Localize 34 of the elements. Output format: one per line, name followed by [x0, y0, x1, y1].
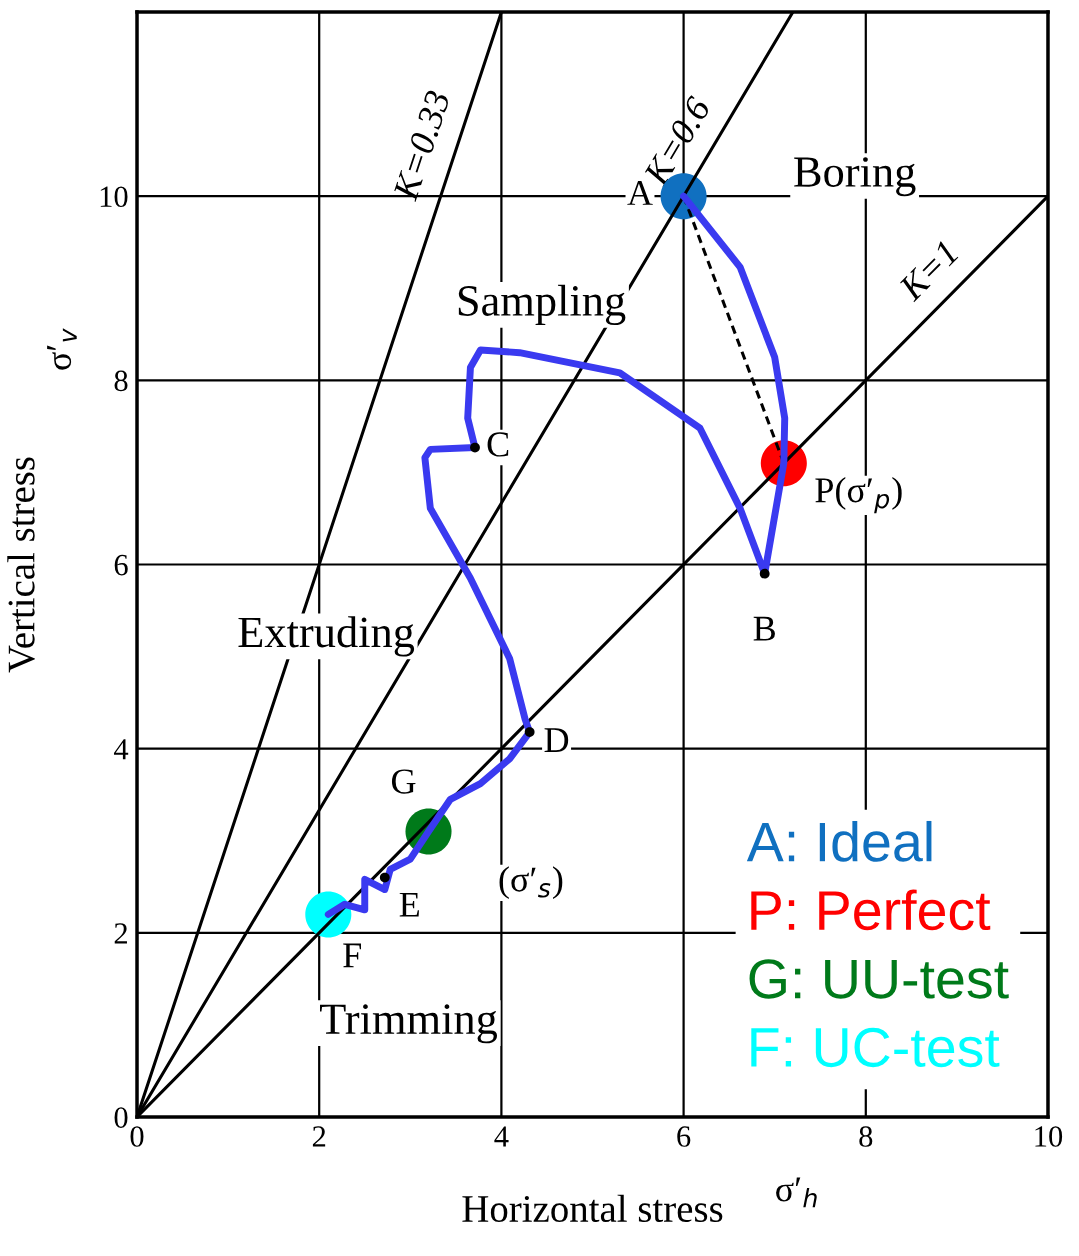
- text: σ′$_{v}$: [47, 328, 77, 370]
- annotation: Trimming: [320, 1004, 498, 1044]
- annotation: F: [343, 943, 361, 968]
- y-axis-title: Vertical stress: [7, 457, 35, 673]
- annotation: G: [391, 769, 416, 794]
- x-tick-label: 10: [1035, 1126, 1063, 1147]
- text: K=1: [897, 240, 959, 303]
- y-tick-label: 2: [114, 923, 127, 944]
- y-tick-label: 4: [113, 739, 129, 760]
- annotation: Sampling: [458, 284, 626, 326]
- annotation: Boring: [794, 157, 916, 197]
- y-tick-label: 6: [114, 554, 128, 576]
- x-tick-label: 4: [494, 1126, 509, 1147]
- text: σ′$_{h}$: [776, 1177, 817, 1208]
- annotation: P(σ′$_{p}$): [815, 477, 902, 514]
- y-tick-label: 0: [114, 1107, 128, 1128]
- annotation: (σ′$_{s}$): [499, 866, 563, 900]
- x-tick-label: 0: [130, 1126, 144, 1147]
- x-tick-label: 6: [677, 1126, 691, 1147]
- text: K=0.33: [392, 89, 451, 203]
- y-tick-label: 10: [100, 186, 128, 208]
- annotation: D: [544, 728, 569, 752]
- x-axis-title: Horizontal stress: [462, 1194, 723, 1223]
- annotation: Extruding: [238, 616, 415, 657]
- annotation: E: [399, 892, 419, 917]
- text: A: Ideal: [746, 820, 932, 862]
- x-tick-label: 2: [312, 1126, 326, 1147]
- text: P: Perfect: [751, 889, 991, 931]
- x-tick-label: 8: [859, 1126, 873, 1147]
- text: F: UC-test: [751, 1027, 1000, 1068]
- text: G: UU-test: [749, 959, 1009, 999]
- annotation: B: [753, 616, 775, 641]
- annotation: C: [487, 432, 509, 457]
- y-tick-label: 8: [114, 370, 128, 392]
